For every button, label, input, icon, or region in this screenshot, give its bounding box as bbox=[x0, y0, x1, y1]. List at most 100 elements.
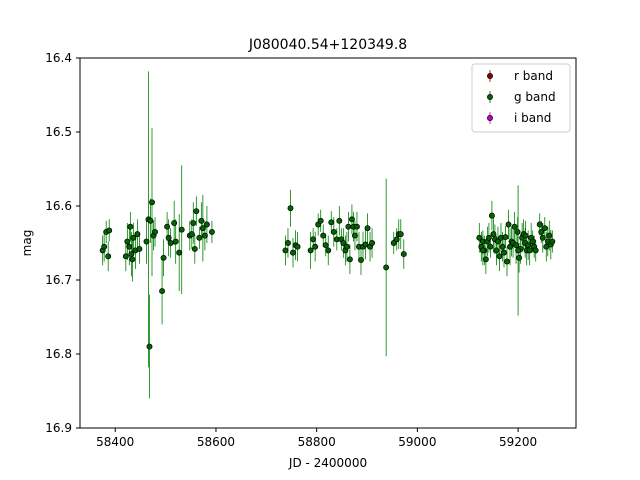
data-point bbox=[167, 240, 174, 246]
data-point bbox=[294, 243, 301, 250]
data-point bbox=[501, 249, 507, 256]
legend: r band g band i band bbox=[471, 63, 571, 133]
data-point bbox=[147, 217, 154, 224]
data-point bbox=[136, 245, 143, 252]
data-point bbox=[126, 243, 133, 250]
data-point bbox=[482, 256, 489, 263]
data-point bbox=[549, 238, 556, 245]
data-point bbox=[124, 238, 131, 245]
data-point bbox=[476, 234, 483, 241]
data-point bbox=[193, 208, 200, 215]
data-point bbox=[511, 223, 518, 230]
data-point bbox=[505, 221, 512, 228]
y-axis: 16.4 16.5 16.6 16.7 16.8 16.9 bbox=[45, 51, 80, 435]
legend-marker bbox=[487, 73, 493, 79]
data-point bbox=[340, 240, 347, 246]
data-point bbox=[507, 243, 513, 250]
data-point bbox=[351, 232, 358, 239]
data-point bbox=[343, 243, 350, 250]
y-tick-label: 16.6 bbox=[45, 199, 72, 213]
data-point bbox=[538, 228, 545, 235]
data-point bbox=[546, 232, 553, 239]
data-point bbox=[487, 243, 494, 250]
data-point bbox=[317, 217, 324, 224]
data-point bbox=[488, 212, 495, 219]
data-point bbox=[307, 247, 314, 254]
data-point bbox=[516, 254, 523, 261]
data-point bbox=[346, 256, 353, 263]
data-point bbox=[201, 232, 208, 239]
data-point bbox=[539, 234, 546, 241]
x-tick-label: 59200 bbox=[499, 435, 537, 449]
data-point bbox=[390, 240, 397, 246]
data-point bbox=[129, 256, 136, 263]
data-point bbox=[122, 253, 129, 260]
data-point bbox=[196, 234, 203, 241]
data-point bbox=[514, 228, 521, 235]
data-point bbox=[354, 223, 360, 230]
data-point bbox=[198, 217, 205, 224]
data-point bbox=[190, 220, 197, 226]
legend-entry: g band bbox=[487, 90, 556, 104]
data-point bbox=[532, 247, 539, 254]
y-tick-label: 16.7 bbox=[45, 273, 72, 287]
x-tick-label: 58600 bbox=[197, 435, 235, 449]
x-tick-label: 58400 bbox=[96, 435, 134, 449]
data-point bbox=[348, 216, 355, 223]
data-point bbox=[397, 231, 404, 238]
data-point bbox=[526, 247, 533, 254]
data-point bbox=[485, 234, 492, 241]
data-point bbox=[504, 258, 510, 265]
data-point bbox=[203, 221, 210, 228]
data-point bbox=[134, 231, 141, 238]
data-point bbox=[290, 249, 296, 256]
x-tick-label: 58800 bbox=[298, 435, 336, 449]
data-point bbox=[383, 264, 390, 271]
legend-label: i band bbox=[514, 111, 551, 125]
data-point bbox=[515, 247, 522, 254]
data-point bbox=[345, 223, 352, 230]
data-point bbox=[330, 228, 337, 235]
data-point bbox=[149, 199, 155, 206]
x-axis: 58400 58600 58800 59000 59200 bbox=[96, 428, 537, 449]
legend-entry: i band bbox=[487, 111, 551, 125]
data-point bbox=[188, 231, 195, 238]
data-point bbox=[171, 220, 178, 226]
data-point bbox=[152, 228, 158, 235]
data-point bbox=[127, 223, 134, 230]
legend-entry: r band bbox=[487, 69, 553, 83]
x-axis-label: JD - 2400000 bbox=[288, 456, 367, 470]
data-point bbox=[493, 247, 500, 254]
data-point bbox=[165, 234, 172, 241]
data-point bbox=[310, 236, 317, 243]
y-tick-label: 16.4 bbox=[45, 51, 72, 65]
data-point bbox=[312, 243, 319, 250]
legend-label: g band bbox=[514, 90, 556, 104]
x-tick-label: 59000 bbox=[398, 435, 436, 449]
data-point bbox=[172, 238, 179, 245]
data-point bbox=[101, 243, 108, 250]
series-g-band bbox=[99, 71, 556, 399]
data-point bbox=[178, 226, 185, 233]
data-point bbox=[287, 205, 294, 212]
data-point bbox=[479, 247, 486, 254]
plot-border bbox=[79, 57, 577, 429]
data-point bbox=[328, 219, 335, 226]
chart-title: J080040.54+120349.8 bbox=[248, 37, 407, 53]
data-point bbox=[358, 257, 364, 263]
y-tick-label: 16.5 bbox=[45, 125, 72, 139]
data-point bbox=[525, 242, 532, 249]
data-point bbox=[502, 234, 509, 241]
data-point bbox=[393, 236, 400, 243]
data-point bbox=[191, 245, 198, 252]
legend-label: r band bbox=[514, 69, 553, 83]
data-point bbox=[146, 343, 153, 350]
data-point bbox=[364, 225, 371, 232]
data-point bbox=[513, 242, 520, 249]
data-point bbox=[105, 253, 112, 260]
data-point bbox=[160, 254, 167, 261]
data-point bbox=[494, 238, 501, 245]
data-point bbox=[490, 231, 497, 238]
data-point bbox=[522, 232, 529, 239]
